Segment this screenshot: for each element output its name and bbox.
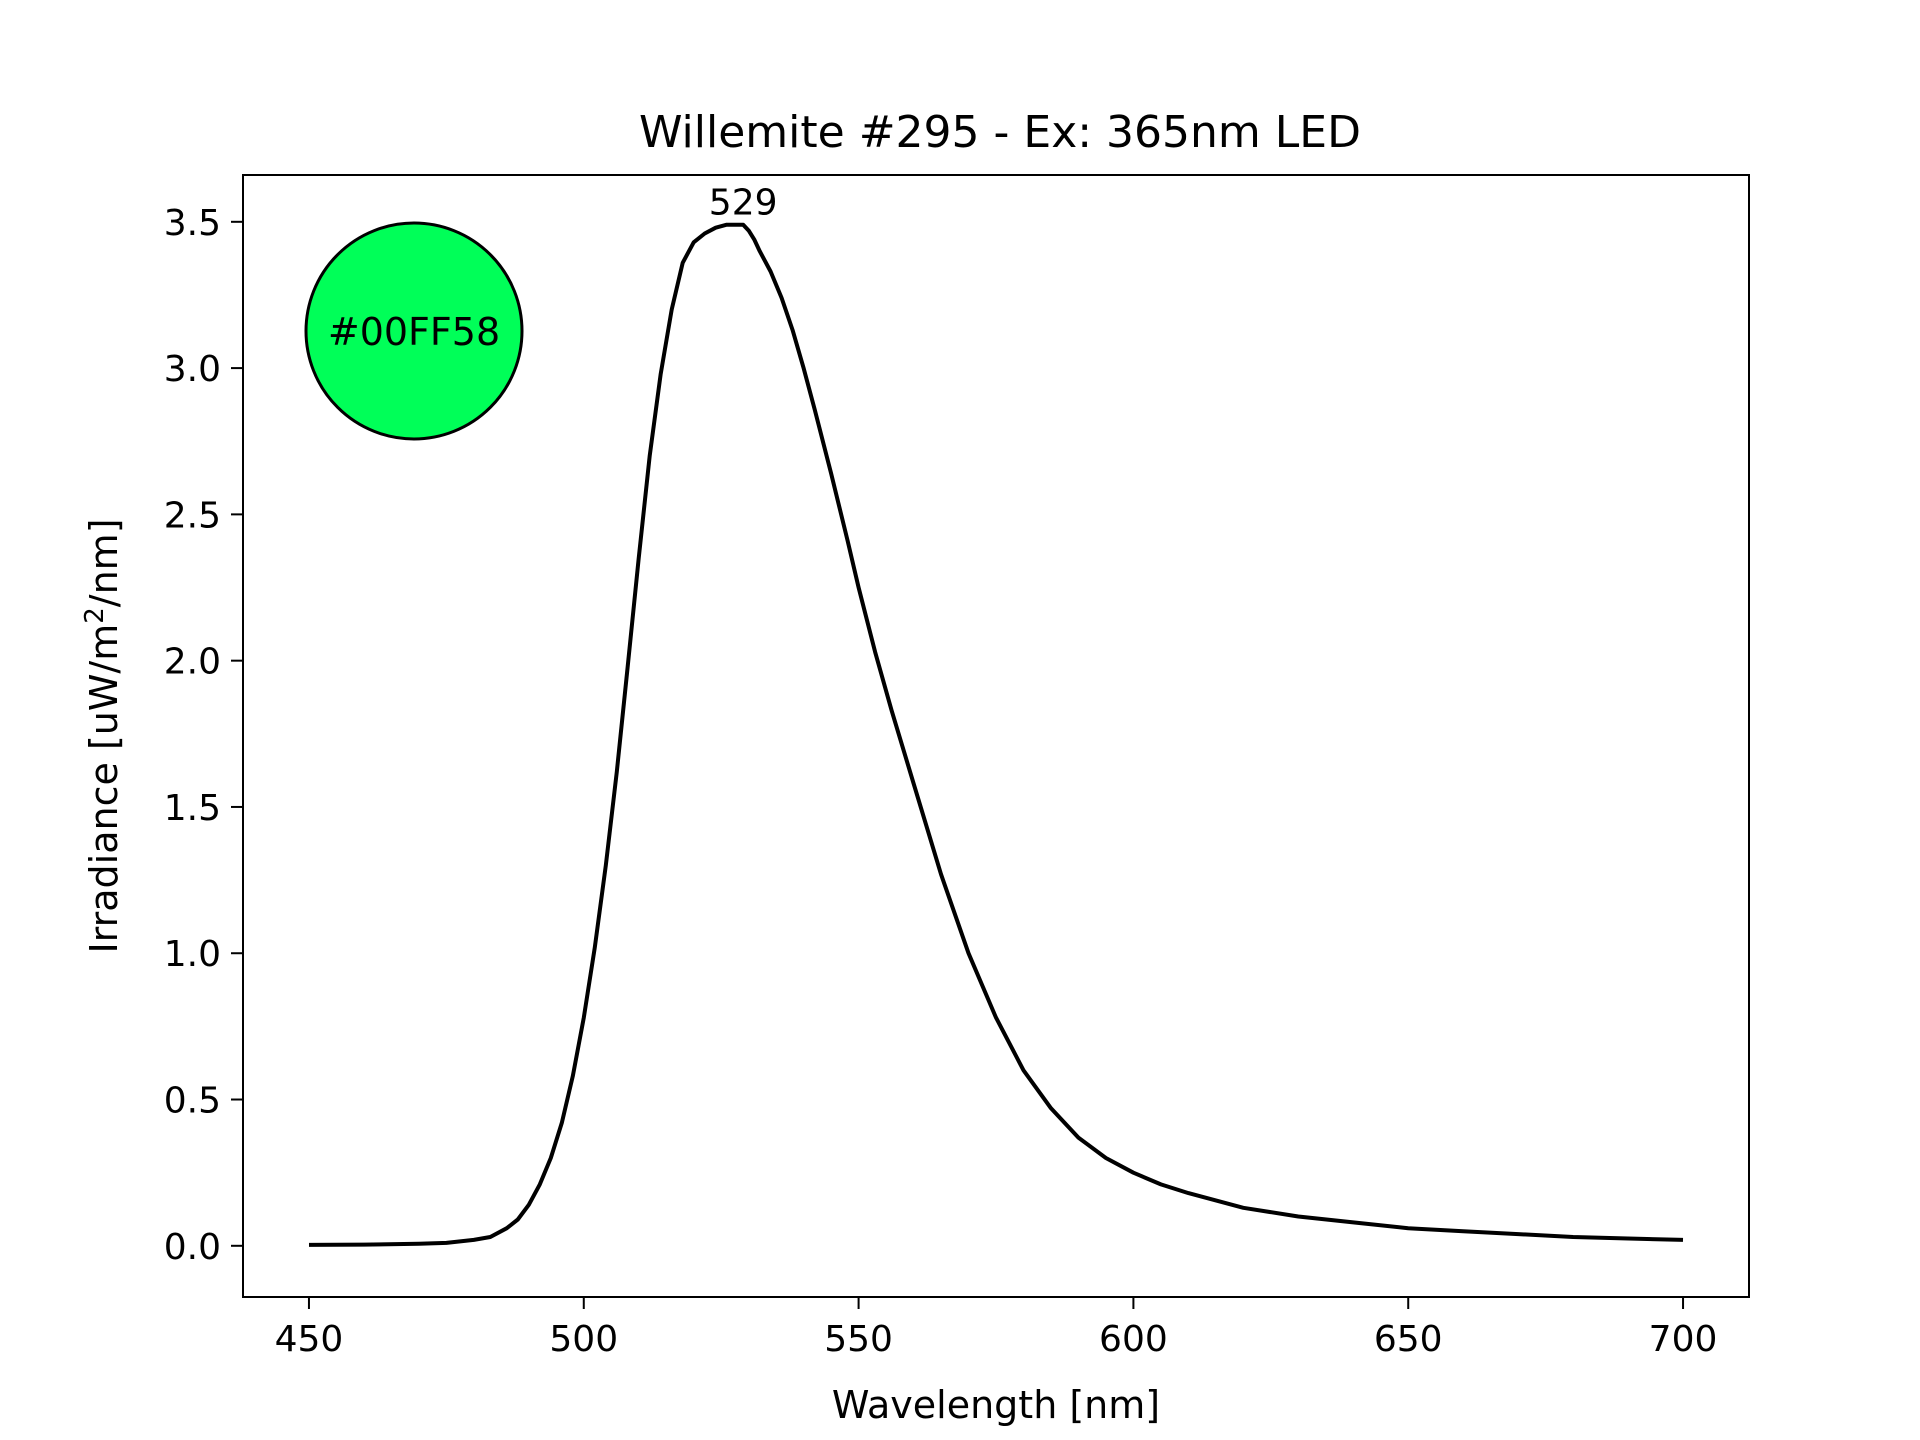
plot-area: 529: [308, 183, 1684, 1247]
x-tick-label: 550: [824, 1319, 893, 1360]
y-tick-label: 3.5: [164, 203, 221, 244]
y-tick-label: 0.5: [164, 1081, 221, 1122]
y-tick-label: 3.0: [164, 349, 221, 390]
x-tick-label: 650: [1374, 1319, 1443, 1360]
color-swatch-label: #00FF58: [328, 310, 500, 354]
chart-title: Willemite #295 - Ex: 365nm LED: [639, 107, 1361, 158]
color-swatch-circle: [304, 221, 524, 441]
x-tick-label: 500: [549, 1319, 618, 1360]
y-axis-label-sup: 2: [80, 607, 110, 624]
y-axis-label-suffix: /nm]: [82, 518, 126, 607]
x-tick-label: 700: [1649, 1319, 1718, 1360]
spectrum-line: [308, 222, 1684, 1247]
y-tick-label: 1.5: [164, 788, 221, 829]
axes-frame: [242, 174, 1750, 1298]
y-tick-label: 0.0: [164, 1227, 221, 1268]
y-axis-label: Irradiance [uW/m2/nm]: [80, 518, 126, 953]
y-axis-label-prefix: Irradiance [uW/m: [82, 624, 126, 954]
x-axis-label: Wavelength [nm]: [832, 1383, 1160, 1427]
color-swatch: #00FF58: [304, 221, 524, 441]
x-tick-label: 600: [1099, 1319, 1168, 1360]
peak-label: 529: [709, 183, 778, 224]
y-tick-label: 2.0: [164, 642, 221, 683]
y-tick-label: 2.5: [164, 495, 221, 536]
x-axis: 450 500 550 600 650 700: [275, 1297, 1718, 1360]
x-tick-label: 450: [275, 1319, 344, 1360]
y-axis: 0.0 0.5 1.0 1.5 2.0 2.5 3.0 3.5: [164, 203, 243, 1268]
y-tick-label: 1.0: [164, 934, 221, 975]
